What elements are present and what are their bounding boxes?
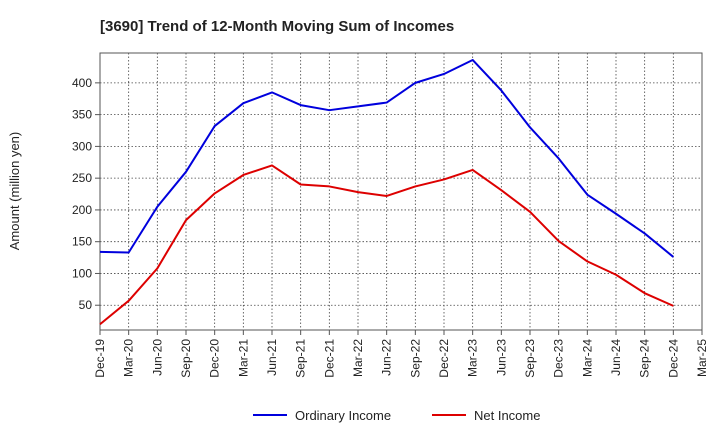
series-0-point xyxy=(499,88,504,93)
series-0-point xyxy=(126,250,131,255)
x-tick-label: Sep-23 xyxy=(523,339,537,378)
series-0-point xyxy=(528,125,533,130)
x-tick-label: Mar-23 xyxy=(466,339,480,377)
series-1-point xyxy=(442,177,447,182)
series-1-point xyxy=(585,259,590,264)
series-0-point xyxy=(384,100,389,105)
series-0-point xyxy=(98,249,103,254)
series-1-point xyxy=(614,272,619,277)
series-0-point xyxy=(470,57,475,62)
y-tick-label: 250 xyxy=(72,171,92,185)
y-tick-label: 150 xyxy=(72,235,92,249)
x-tick-label: Dec-23 xyxy=(552,339,566,378)
y-axis-ticks: 50 100 150 200 250 300 350 400 xyxy=(72,76,100,312)
series-1-point xyxy=(671,303,676,308)
series-1-point xyxy=(384,193,389,198)
series-0-point xyxy=(298,103,303,108)
x-tick-label: Jun-22 xyxy=(380,339,394,376)
series-0-point xyxy=(184,169,189,174)
series-0-point xyxy=(413,80,418,85)
plot-border xyxy=(99,52,703,331)
chart-title: [3690] Trend of 12-Month Moving Sum of I… xyxy=(100,18,454,35)
series-0-point xyxy=(356,104,361,109)
series-0-point xyxy=(155,204,160,209)
series-0-point xyxy=(614,211,619,216)
y-axis-label: Amount (million yen) xyxy=(7,132,22,251)
x-tick-label: Sep-21 xyxy=(294,339,308,378)
series-1-point xyxy=(155,266,160,271)
series-line-1 xyxy=(99,164,674,326)
y-tick-label: 350 xyxy=(72,108,92,122)
series-1-point xyxy=(98,322,103,327)
x-tick-label: Jun-20 xyxy=(150,339,164,376)
legend-label-0: Ordinary Income xyxy=(295,408,391,423)
x-tick-label: Mar-25 xyxy=(695,339,709,377)
y-tick-label: 400 xyxy=(72,76,92,90)
series-1-point xyxy=(327,184,332,189)
series-0-point xyxy=(241,101,246,106)
series-lines xyxy=(98,57,676,327)
series-0-point xyxy=(585,192,590,197)
series-1-point xyxy=(470,167,475,172)
x-tick-label: Sep-24 xyxy=(638,339,652,378)
series-line-0 xyxy=(99,58,674,258)
x-tick-label: Dec-22 xyxy=(437,339,451,378)
series-0-point xyxy=(212,124,217,129)
series-0-point xyxy=(270,90,275,95)
x-tick-label: Dec-21 xyxy=(322,339,336,378)
series-1-point xyxy=(270,163,275,168)
y-tick-label: 50 xyxy=(79,298,93,312)
series-0-point xyxy=(671,254,676,259)
series-1-point xyxy=(212,191,217,196)
series-1-point xyxy=(556,239,561,244)
series-1-point xyxy=(642,291,647,296)
series-1-point xyxy=(298,182,303,187)
series-0-point xyxy=(556,156,561,161)
x-tick-label: Jun-24 xyxy=(609,339,623,376)
x-tick-label: Mar-22 xyxy=(351,339,365,377)
legend: Ordinary Income Net Income xyxy=(253,408,540,423)
x-tick-label: Jun-23 xyxy=(494,339,508,376)
series-1-point xyxy=(499,188,504,193)
series-1-point xyxy=(413,184,418,189)
x-axis-ticks: Dec-19 Mar-20 Jun-20 Sep-20 Dec-20 Mar-21 Jun-… xyxy=(93,330,709,378)
series-1-point xyxy=(528,209,533,214)
y-tick-label: 300 xyxy=(72,139,92,153)
x-tick-label: Dec-19 xyxy=(93,339,107,378)
series-1-point xyxy=(356,190,361,195)
x-tick-label: Mar-24 xyxy=(580,339,594,377)
x-tick-label: Sep-22 xyxy=(408,339,422,378)
series-0-point xyxy=(642,231,647,236)
x-tick-label: Mar-20 xyxy=(122,339,136,377)
x-tick-label: Mar-21 xyxy=(236,339,250,377)
series-0-point xyxy=(442,71,447,76)
legend-label-1: Net Income xyxy=(474,408,540,423)
series-1-point xyxy=(184,218,189,223)
y-tick-label: 100 xyxy=(72,266,92,280)
y-tick-label: 200 xyxy=(72,203,92,217)
x-tick-label: Jun-21 xyxy=(265,339,279,376)
series-1-point xyxy=(241,172,246,177)
grid-lines xyxy=(100,53,702,330)
series-0-point xyxy=(327,108,332,113)
x-tick-label: Dec-20 xyxy=(208,339,222,378)
series-1-point xyxy=(126,298,131,303)
x-tick-label: Sep-20 xyxy=(179,339,193,378)
x-tick-label: Dec-24 xyxy=(666,339,680,378)
